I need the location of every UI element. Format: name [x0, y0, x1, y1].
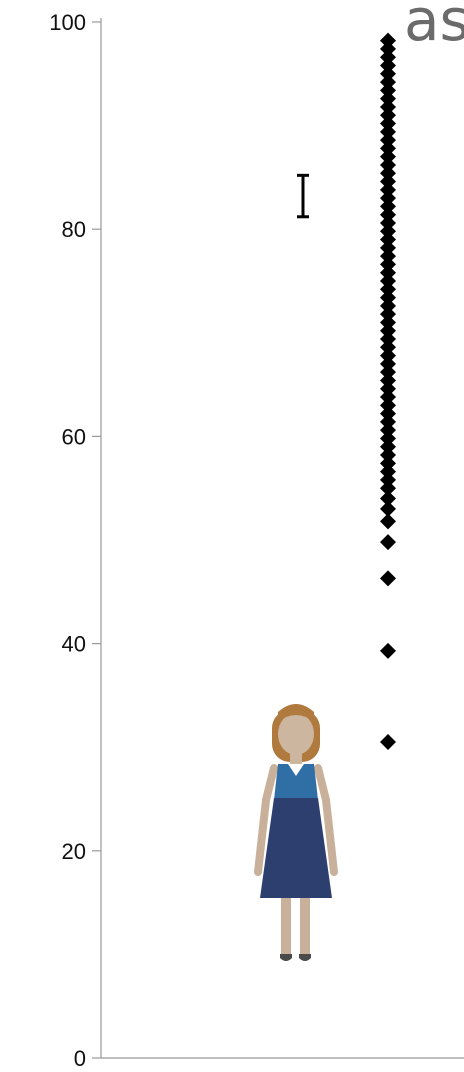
data-point: [380, 397, 396, 414]
data-point: [380, 140, 396, 157]
y-tick-label: 80: [62, 217, 86, 242]
data-point: [380, 380, 396, 397]
data-point: [380, 181, 396, 198]
y-tick-label: 100: [49, 10, 86, 35]
data-point: [380, 90, 396, 107]
data-point: [380, 82, 396, 99]
y-tick-label: 20: [62, 839, 86, 864]
data-point: [380, 413, 396, 430]
y-tick-label: 60: [62, 424, 86, 449]
data-point: [380, 190, 396, 207]
data-point: [380, 132, 396, 149]
y-tick-label: 40: [62, 632, 86, 657]
data-point: [380, 165, 396, 182]
data-point: [380, 256, 396, 273]
data-point: [380, 74, 396, 91]
data-point: [380, 405, 396, 422]
data-point: [380, 322, 396, 339]
data-point: [380, 570, 396, 587]
data-point: [380, 239, 396, 256]
data-point: [380, 273, 396, 289]
data-point: [380, 422, 396, 439]
data-point: [380, 297, 396, 314]
data-point: [380, 513, 396, 530]
chart-title-fragment: as: [404, 0, 464, 54]
data-point: [380, 32, 396, 49]
data-point: [380, 248, 396, 265]
data-point: [380, 214, 396, 231]
data-point: [380, 57, 396, 74]
data-point: [380, 306, 396, 323]
data-point: [380, 500, 396, 517]
data-point: [380, 173, 396, 190]
data-point: [380, 364, 396, 381]
data-point: [380, 123, 396, 140]
data-point: [380, 455, 396, 472]
data-point: [380, 223, 396, 240]
data-point: [380, 314, 396, 331]
data-point: [380, 331, 396, 348]
data-point: [380, 107, 396, 124]
data-point: [380, 148, 396, 165]
data-point: [380, 447, 396, 464]
data-point: [380, 347, 396, 364]
data-point: [380, 430, 396, 447]
y-tick-label: 0: [74, 1046, 86, 1071]
data-point: [380, 438, 396, 455]
data-point: [380, 231, 396, 248]
data-points: [380, 32, 396, 751]
data-point: [380, 264, 396, 281]
data-point: [380, 463, 396, 480]
data-point: [380, 156, 396, 173]
data-point: [380, 281, 396, 298]
woman-figure-icon: [254, 704, 338, 961]
data-point: [380, 480, 396, 497]
data-point: [380, 206, 396, 223]
data-point: [380, 49, 396, 66]
data-point: [380, 115, 396, 132]
data-point: [380, 40, 396, 57]
data-point: [380, 372, 396, 389]
data-point: [380, 65, 396, 82]
data-point: [380, 490, 396, 507]
data-point: [380, 355, 396, 372]
y-axis-ticks: 0 20 40 60 80 100: [49, 10, 101, 1071]
error-bar: [297, 173, 309, 219]
data-point: [380, 198, 396, 215]
data-point: [380, 642, 396, 659]
data-point: [380, 734, 396, 751]
data-point: [380, 534, 396, 551]
data-point: [380, 389, 396, 406]
data-point: [380, 339, 396, 356]
data-point: [380, 98, 396, 115]
data-point: [380, 471, 396, 488]
data-point: [380, 289, 396, 306]
